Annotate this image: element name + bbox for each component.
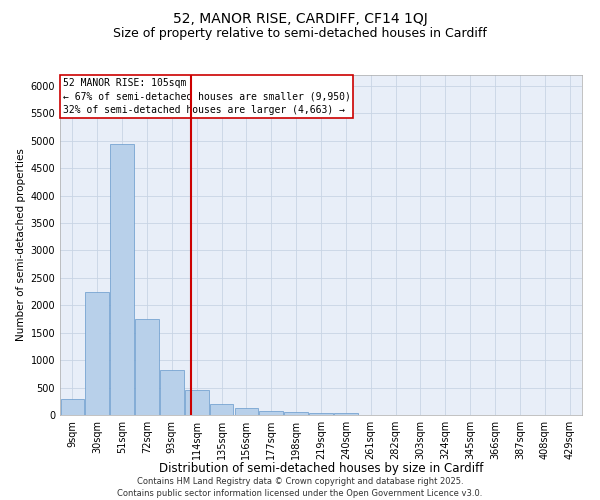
Bar [235,408,258,415]
Bar [85,292,109,415]
Bar [309,412,333,415]
Text: 52, MANOR RISE, CARDIFF, CF14 1QJ: 52, MANOR RISE, CARDIFF, CF14 1QJ [173,12,427,26]
X-axis label: Distribution of semi-detached houses by size in Cardiff: Distribution of semi-detached houses by … [159,462,483,475]
Bar [185,390,209,415]
Bar [284,412,308,415]
Bar [135,319,159,415]
Bar [210,404,233,415]
Bar [259,411,283,415]
Bar [61,398,84,415]
Text: Size of property relative to semi-detached houses in Cardiff: Size of property relative to semi-detach… [113,28,487,40]
Text: Contains HM Land Registry data © Crown copyright and database right 2025.
Contai: Contains HM Land Registry data © Crown c… [118,476,482,498]
Bar [334,414,358,415]
Y-axis label: Number of semi-detached properties: Number of semi-detached properties [16,148,26,342]
Bar [110,144,134,415]
Text: 52 MANOR RISE: 105sqm
← 67% of semi-detached houses are smaller (9,950)
32% of s: 52 MANOR RISE: 105sqm ← 67% of semi-deta… [62,78,350,115]
Bar [160,370,184,415]
